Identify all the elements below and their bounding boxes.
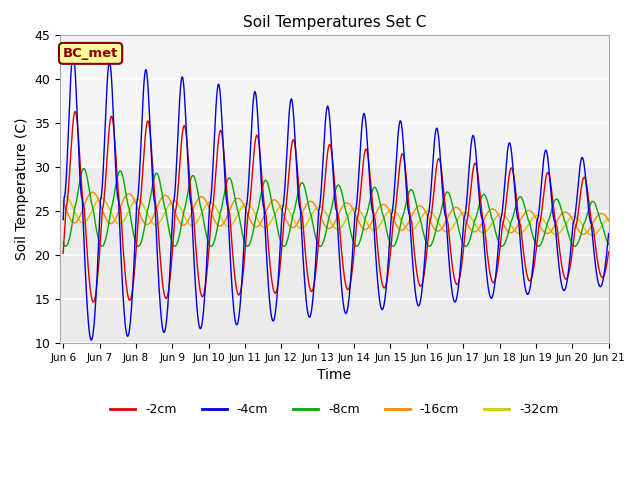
-2cm	[605, 249, 612, 255]
Line: -8cm: -8cm	[63, 168, 609, 246]
-8cm	[212, 233, 220, 239]
Bar	[60, 167, 609, 343]
-16cm	[399, 227, 406, 233]
-16cm	[60, 198, 67, 204]
-2cm	[90, 299, 97, 305]
-32cm	[553, 231, 561, 237]
-8cm	[605, 241, 612, 247]
-8cm	[80, 166, 88, 171]
Text: BC_met: BC_met	[63, 47, 118, 60]
-16cm	[553, 218, 561, 224]
-8cm	[177, 229, 184, 235]
-2cm	[553, 225, 561, 231]
-32cm	[212, 204, 220, 210]
-4cm	[399, 133, 406, 139]
-8cm	[389, 243, 397, 249]
-32cm	[177, 204, 184, 210]
Title: Soil Temperatures Set C: Soil Temperatures Set C	[243, 15, 426, 30]
-2cm	[399, 151, 406, 157]
-2cm	[71, 108, 79, 114]
-32cm	[61, 193, 68, 199]
-8cm	[399, 214, 406, 219]
Line: -32cm: -32cm	[63, 196, 609, 235]
-8cm	[60, 240, 67, 246]
-16cm	[605, 218, 612, 224]
-2cm	[177, 154, 184, 159]
-4cm	[212, 107, 220, 113]
-4cm	[605, 232, 612, 238]
-16cm	[580, 231, 588, 237]
X-axis label: Time: Time	[317, 368, 351, 382]
Legend: -2cm, -4cm, -8cm, -16cm, -32cm: -2cm, -4cm, -8cm, -16cm, -32cm	[105, 398, 564, 421]
-4cm	[389, 201, 397, 206]
Y-axis label: Soil Temperature (C): Soil Temperature (C)	[15, 118, 29, 261]
-16cm	[605, 217, 612, 223]
-4cm	[88, 337, 95, 343]
-2cm	[389, 218, 397, 224]
-16cm	[177, 220, 184, 226]
-32cm	[588, 232, 596, 238]
-4cm	[605, 231, 612, 237]
-2cm	[60, 250, 67, 256]
-4cm	[177, 87, 184, 93]
-16cm	[212, 220, 220, 226]
-32cm	[605, 216, 612, 221]
-2cm	[605, 250, 612, 256]
-4cm	[553, 244, 561, 250]
Line: -2cm: -2cm	[63, 111, 609, 302]
-4cm	[69, 52, 77, 58]
-2cm	[212, 169, 220, 175]
-8cm	[605, 241, 612, 247]
-32cm	[60, 194, 67, 200]
-4cm	[60, 217, 67, 223]
Line: -16cm: -16cm	[63, 192, 609, 234]
-32cm	[605, 216, 612, 221]
-8cm	[553, 196, 561, 202]
-32cm	[389, 207, 397, 213]
-32cm	[399, 220, 406, 226]
Bar	[60, 36, 609, 167]
-16cm	[88, 189, 96, 195]
-16cm	[389, 216, 397, 222]
-8cm	[280, 243, 288, 249]
Line: -4cm: -4cm	[63, 55, 609, 340]
